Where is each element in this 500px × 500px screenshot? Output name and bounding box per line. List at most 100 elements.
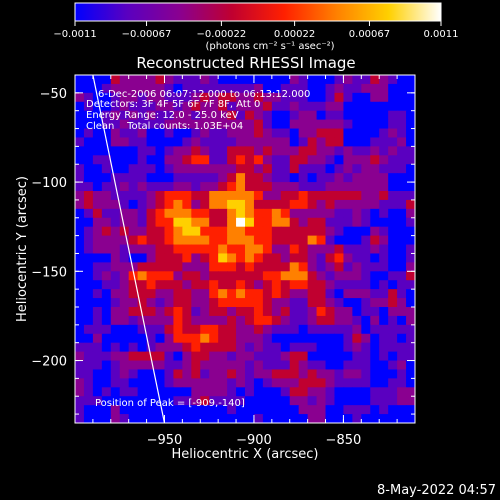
heatmap-cell bbox=[209, 298, 219, 308]
heatmap-cell bbox=[236, 119, 246, 130]
heatmap-cell bbox=[388, 253, 398, 263]
heatmap-cell bbox=[119, 289, 130, 299]
heatmap-cell bbox=[164, 128, 175, 139]
heatmap-cell bbox=[298, 164, 309, 174]
heatmap-cell bbox=[209, 324, 219, 335]
heatmap-cell bbox=[182, 235, 192, 246]
heatmap-cell bbox=[289, 155, 300, 165]
heatmap-cell bbox=[164, 208, 175, 219]
heatmap-cell bbox=[406, 324, 415, 335]
heatmap-cell bbox=[325, 119, 336, 130]
heatmap-cell bbox=[128, 396, 139, 406]
heatmap-cell bbox=[137, 226, 148, 237]
heatmap-cell bbox=[146, 101, 157, 112]
heatmap-cell bbox=[370, 83, 380, 94]
heatmap-cell bbox=[262, 253, 273, 263]
heatmap-cell bbox=[83, 101, 94, 112]
heatmap-cell bbox=[388, 378, 398, 388]
heatmap-cell bbox=[92, 217, 103, 228]
heatmap-cell bbox=[316, 182, 327, 192]
heatmap-cell bbox=[253, 333, 264, 344]
heatmap-cell bbox=[92, 199, 103, 210]
heatmap-cell bbox=[137, 217, 148, 228]
heatmap-cell bbox=[173, 360, 183, 371]
heatmap-cell bbox=[352, 351, 362, 362]
heatmap-cell bbox=[191, 199, 201, 210]
heatmap-cell bbox=[370, 199, 380, 210]
heatmap-cell bbox=[397, 137, 407, 147]
heatmap-cell bbox=[406, 208, 415, 219]
heatmap-cell bbox=[173, 324, 183, 335]
heatmap-cell bbox=[388, 110, 398, 121]
heatmap-cell bbox=[75, 315, 85, 326]
heatmap-cell bbox=[289, 369, 300, 379]
heatmap-cell bbox=[361, 199, 371, 210]
heatmap-cell bbox=[289, 351, 300, 362]
heatmap-cell bbox=[245, 173, 255, 183]
heatmap-cell bbox=[361, 280, 371, 290]
heatmap-cell bbox=[92, 360, 103, 371]
heatmap-cell bbox=[137, 182, 148, 192]
heatmap-cell bbox=[388, 92, 398, 103]
heatmap-cell bbox=[236, 137, 246, 147]
heatmap-cell bbox=[137, 360, 148, 371]
heatmap-cell bbox=[83, 307, 94, 317]
heatmap-cell bbox=[227, 173, 237, 183]
heatmap-cell bbox=[379, 244, 389, 255]
heatmap-cell bbox=[128, 307, 139, 317]
heatmap-cell bbox=[137, 307, 148, 317]
heatmap-cell bbox=[236, 298, 246, 308]
heatmap-cell bbox=[218, 101, 228, 112]
heatmap-cell bbox=[388, 360, 398, 371]
y-tick-label: −100 bbox=[31, 176, 67, 191]
heatmap-cell bbox=[182, 405, 192, 415]
heatmap-cell bbox=[352, 182, 362, 192]
heatmap-cell bbox=[164, 101, 175, 112]
heatmap-cell bbox=[182, 324, 192, 335]
heatmap-cell bbox=[325, 271, 336, 281]
heatmap-cell bbox=[289, 226, 300, 237]
heatmap-cell bbox=[307, 324, 318, 335]
heatmap-cell bbox=[298, 75, 309, 85]
heatmap-cell bbox=[83, 405, 94, 415]
heatmap-cell bbox=[406, 235, 415, 246]
heatmap-cell bbox=[182, 351, 192, 362]
heatmap-cell bbox=[316, 360, 327, 371]
heatmap-cell bbox=[155, 128, 166, 139]
heatmap-cell bbox=[298, 387, 309, 397]
heatmap-cell bbox=[137, 137, 148, 147]
heatmap-cell bbox=[397, 315, 407, 326]
heatmap-cell bbox=[245, 155, 255, 165]
x-tick-label: −850 bbox=[326, 433, 362, 448]
heatmap-cell bbox=[110, 351, 121, 362]
heatmap-cell bbox=[245, 387, 255, 397]
heatmap-cell bbox=[128, 155, 139, 165]
heatmap-cell bbox=[397, 369, 407, 379]
heatmap-cell bbox=[379, 369, 389, 379]
heatmap-cell bbox=[146, 199, 157, 210]
heatmap-cell bbox=[298, 396, 309, 406]
heatmap-cells bbox=[75, 75, 415, 423]
heatmap-cell bbox=[92, 173, 103, 183]
heatmap-cell bbox=[218, 378, 228, 388]
heatmap-cell bbox=[271, 75, 282, 85]
heatmap-cell bbox=[146, 182, 157, 192]
heatmap-cell bbox=[370, 101, 380, 112]
heatmap-cell bbox=[316, 226, 327, 237]
heatmap-cell bbox=[164, 378, 175, 388]
heatmap-cell bbox=[164, 137, 175, 147]
heatmap-cell bbox=[155, 315, 166, 326]
heatmap-cell bbox=[173, 208, 183, 219]
heatmap-cell bbox=[271, 387, 282, 397]
heatmap-cell bbox=[245, 289, 255, 299]
heatmap-cell bbox=[92, 280, 103, 290]
heatmap-cell bbox=[271, 360, 282, 371]
heatmap-cell bbox=[253, 75, 264, 85]
heatmap-cell bbox=[298, 405, 309, 415]
heatmap-cell bbox=[253, 271, 264, 281]
annotation-clean: Clean Total counts: 1.03E+04 bbox=[86, 121, 243, 132]
heatmap-cell bbox=[155, 262, 166, 272]
heatmap-cell bbox=[101, 208, 112, 219]
heatmap-cell bbox=[262, 298, 273, 308]
heatmap-cell bbox=[280, 110, 291, 121]
